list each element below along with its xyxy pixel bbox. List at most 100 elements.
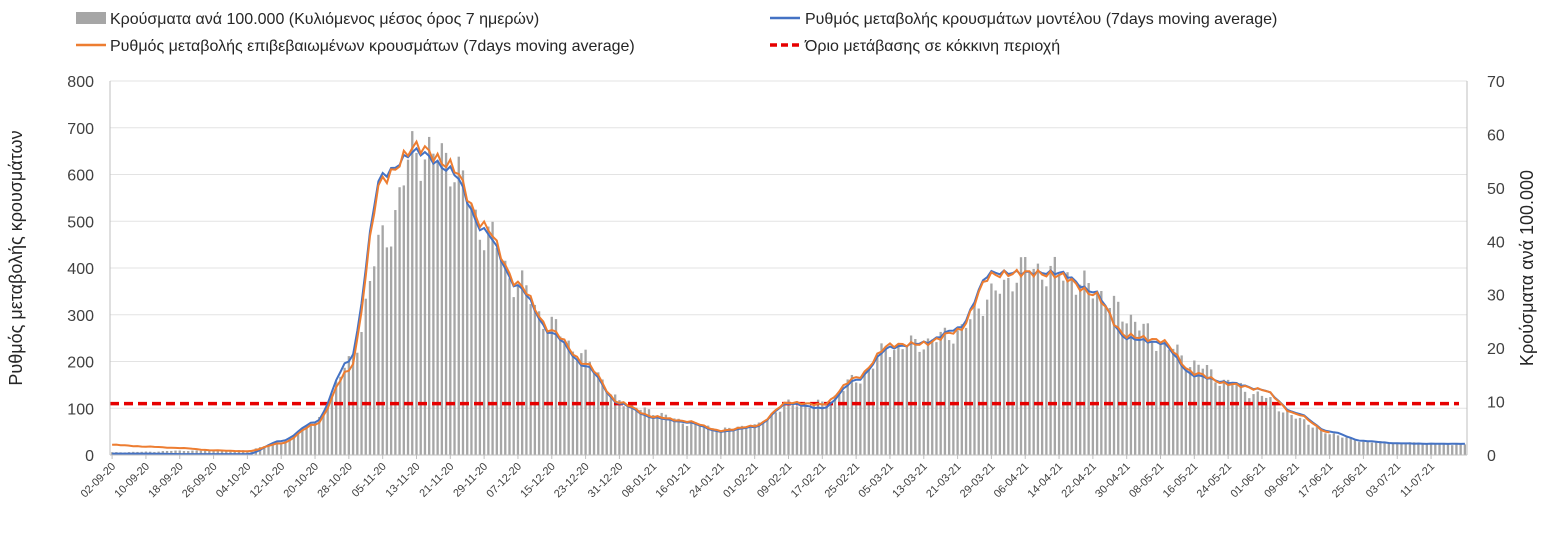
bar: [605, 391, 608, 455]
bar: [795, 406, 799, 455]
bar: [647, 409, 651, 455]
bar: [1019, 257, 1023, 455]
bar: [542, 328, 545, 455]
bar: [554, 319, 558, 455]
bar: [1455, 444, 1458, 455]
x-tick-label: 05-03-21: [856, 461, 896, 501]
bar: [432, 153, 435, 455]
y-tick-left-label: 400: [67, 261, 94, 278]
bar: [956, 330, 959, 455]
bar: [787, 399, 790, 455]
bars-series: [110, 131, 1467, 456]
confirmed-rate-line: [112, 139, 1330, 453]
bar: [1286, 411, 1289, 455]
x-tick-label: 04-10-20: [214, 461, 254, 501]
bar: [876, 355, 879, 455]
bar: [990, 283, 993, 455]
x-tick-label: 21-11-20: [417, 461, 456, 500]
bar: [1210, 369, 1213, 455]
x-tick-label: 24-01-21: [687, 461, 727, 501]
bar: [428, 136, 431, 455]
bar: [863, 374, 866, 455]
x-tick-label: 18-09-20: [146, 461, 186, 501]
bar: [225, 450, 228, 455]
bar: [1442, 442, 1445, 455]
bar: [838, 394, 841, 455]
bar: [1260, 395, 1264, 455]
x-tick-label: 12-10-20: [248, 461, 288, 501]
bar: [1298, 417, 1302, 455]
bar: [546, 330, 549, 455]
bar: [550, 316, 553, 455]
bar: [829, 401, 832, 455]
bar: [791, 403, 794, 455]
y-tick-right-label: 70: [1487, 74, 1505, 91]
bar: [622, 406, 625, 455]
bar: [1332, 433, 1335, 455]
bar: [1036, 263, 1040, 455]
bar: [482, 250, 486, 455]
bar: [444, 152, 448, 456]
bar: [1311, 427, 1314, 455]
bar: [275, 442, 279, 455]
lines-series: [110, 139, 1465, 456]
bar: [411, 131, 414, 456]
bar: [1032, 268, 1035, 455]
bar: [406, 159, 410, 455]
bar: [635, 407, 638, 455]
x-tick-label: 07-12-20: [484, 461, 524, 501]
bar: [242, 450, 245, 455]
bar: [178, 450, 181, 455]
bar: [800, 403, 803, 455]
bar: [1079, 284, 1082, 455]
bar: [474, 209, 477, 455]
bar: [660, 412, 663, 455]
bar: [1121, 321, 1124, 455]
bar: [220, 450, 224, 455]
bar: [1205, 364, 1209, 455]
bar: [504, 260, 507, 455]
x-tick-label: 09-02-21: [755, 461, 795, 501]
bar: [761, 422, 765, 455]
bar: [897, 344, 900, 455]
x-tick-label: 05-11-20: [350, 461, 389, 500]
legend: Κρούσματα ανά 100.000 (Κυλιόμενος μέσος …: [76, 11, 1277, 55]
bar: [1155, 350, 1158, 455]
x-tick-label: 23-12-20: [552, 461, 592, 501]
y-tick-left-label: 300: [67, 308, 94, 325]
x-tick-label: 17-06-21: [1296, 461, 1336, 501]
bar: [466, 201, 469, 455]
bar: [673, 418, 676, 455]
bar: [804, 404, 807, 455]
bar: [588, 361, 591, 455]
bar: [584, 349, 587, 455]
gridlines: [110, 80, 1467, 456]
bar: [1315, 427, 1319, 455]
bar: [1294, 418, 1297, 455]
bar: [1328, 434, 1331, 455]
bar: [986, 299, 989, 455]
y-tick-left-label: 200: [67, 355, 94, 372]
bar: [1163, 341, 1166, 455]
bar: [601, 379, 604, 455]
bar: [521, 270, 524, 455]
bar: [1172, 348, 1175, 455]
bar: [487, 226, 490, 455]
legend-threshold-label: Όριο μετάβασης σε κόκκινη περιοχή: [804, 38, 1060, 55]
bar: [1104, 305, 1107, 455]
bar: [313, 422, 317, 455]
x-tick-label: 06-04-21: [992, 461, 1032, 501]
bar: [1383, 441, 1386, 455]
bar: [783, 404, 786, 455]
bar: [821, 401, 824, 455]
bar: [191, 450, 194, 455]
bar: [1429, 443, 1433, 455]
x-tick-label: 16-05-21: [1161, 461, 1201, 501]
bar: [563, 341, 566, 455]
x-tick-label: 08-05-21: [1127, 461, 1167, 501]
bar: [1281, 412, 1285, 455]
bar: [1451, 445, 1454, 455]
bar: [1024, 257, 1027, 455]
bar: [609, 394, 613, 455]
bar: [339, 376, 342, 455]
